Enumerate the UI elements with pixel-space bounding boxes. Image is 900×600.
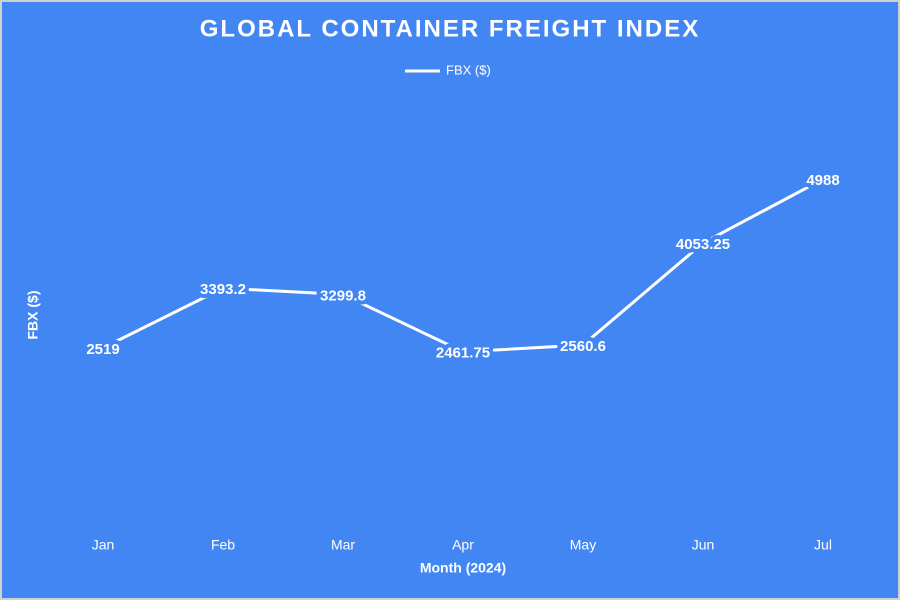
x-tick-label: May (570, 537, 596, 553)
data-label: 3299.8 (320, 287, 366, 304)
x-tick-label: Feb (211, 537, 235, 553)
x-axis-label: Month (2024) (420, 560, 506, 576)
x-tick-label: Mar (331, 537, 355, 553)
y-axis-label: FBX ($) (25, 291, 41, 340)
line-series (102, 177, 824, 354)
data-label: 2519 (86, 341, 119, 358)
x-tick-label: Jul (814, 537, 832, 553)
x-tick-label: Jun (692, 537, 715, 553)
data-label: 2461.75 (436, 345, 490, 362)
data-label: 4988 (806, 172, 839, 189)
x-tick-label: Jan (92, 537, 115, 553)
data-label: 3393.2 (200, 281, 246, 298)
data-label: 2560.6 (560, 338, 606, 355)
legend-label: FBX ($) (446, 62, 491, 77)
data-label: 4053.25 (676, 236, 730, 253)
chart-title: GLOBAL CONTAINER FREIGHT INDEX (200, 15, 700, 42)
x-tick-label: Apr (452, 537, 474, 553)
